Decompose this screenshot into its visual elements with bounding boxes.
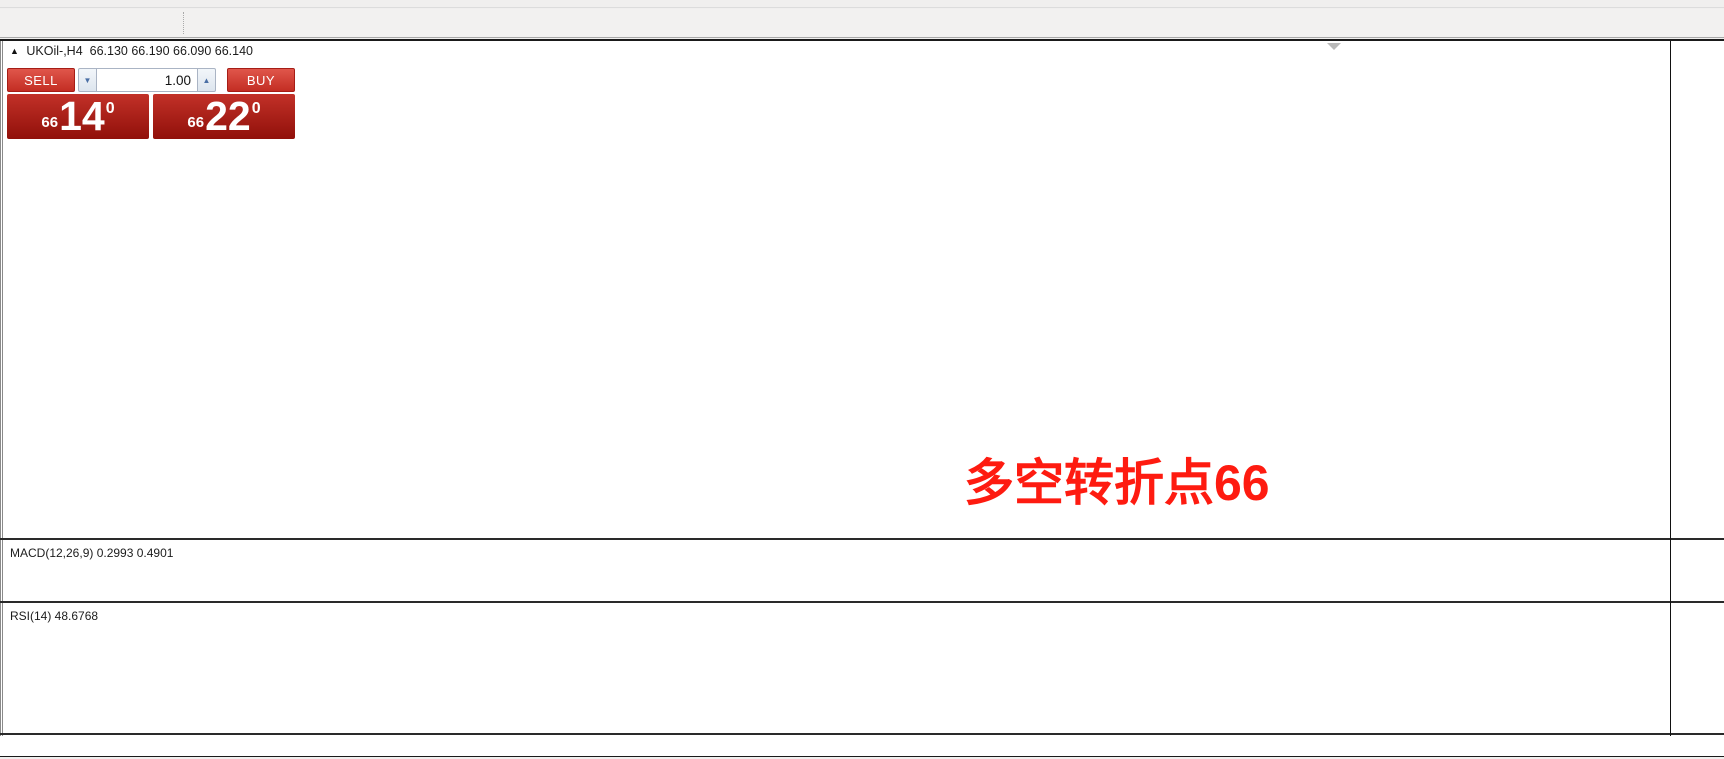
chart-shift-marker-icon[interactable] xyxy=(1327,43,1341,50)
toolbar xyxy=(0,9,1724,37)
volume-increase-button[interactable]: ▲ xyxy=(197,68,216,92)
date-axis xyxy=(0,736,1724,757)
sell-price-base: 66 xyxy=(41,114,59,131)
sell-price-display[interactable]: 66 14 0 xyxy=(7,94,149,139)
one-click-trade-panel: SELL ▼ ▲ BUY 66 14 0 66 22 0 xyxy=(7,66,295,139)
volume-decrease-button[interactable]: ▼ xyxy=(78,68,97,92)
macd-label: MACD(12,26,9) 0.2993 0.4901 xyxy=(10,546,174,560)
buy-price-sup: 0 xyxy=(251,99,261,117)
collapse-triangle-icon[interactable]: ▲ xyxy=(10,46,19,56)
sell-price-sup: 0 xyxy=(105,99,115,117)
chart-client-area[interactable] xyxy=(0,41,1724,757)
price-axis-border xyxy=(1670,41,1671,756)
rsi-label: RSI(14) 48.6768 xyxy=(10,609,99,623)
buy-price-big: 22 xyxy=(205,93,251,139)
window-left-border xyxy=(2,41,3,756)
toolbar-separator xyxy=(183,12,184,34)
buy-price-base: 66 xyxy=(187,114,205,131)
clipped-toolbar-row xyxy=(0,0,1724,8)
chart-text-annotation: 多空转折点66 xyxy=(964,455,1270,511)
pane-separator xyxy=(0,733,1724,735)
window-border xyxy=(0,37,1724,38)
chart-title: ▲ UKOil-,H4 66.130 66.190 66.090 66.140 xyxy=(10,44,253,58)
ohlc-values: 66.130 66.190 66.090 66.140 xyxy=(89,44,253,58)
window-border xyxy=(0,39,1724,41)
pane-separator[interactable] xyxy=(0,538,1724,540)
sell-button[interactable]: SELL xyxy=(7,68,75,92)
symbol-label: UKOil-,H4 xyxy=(26,44,83,58)
window-left-border xyxy=(0,41,1,756)
window-bottom-border xyxy=(0,756,1724,757)
sell-price-big: 14 xyxy=(59,93,105,139)
buy-button[interactable]: BUY xyxy=(227,68,295,92)
volume-input[interactable] xyxy=(97,68,197,92)
buy-price-display[interactable]: 66 22 0 xyxy=(153,94,295,139)
pane-separator[interactable] xyxy=(0,601,1724,603)
